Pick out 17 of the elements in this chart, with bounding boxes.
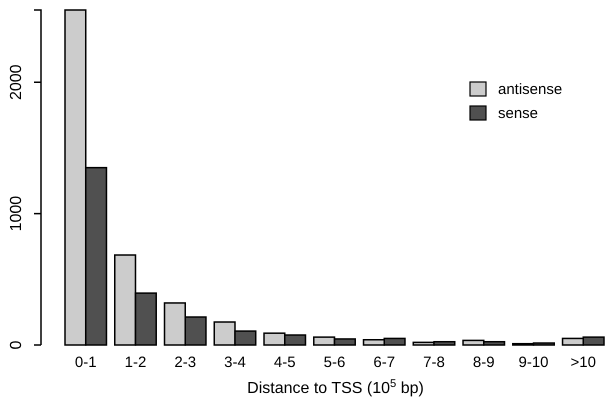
x-tick-label: 5-6 — [324, 354, 346, 371]
x-tick-label: >10 — [570, 354, 596, 371]
legend-label: antisense — [498, 81, 562, 98]
x-tick-label: 6-7 — [373, 354, 396, 371]
y-tick-label: 0 — [8, 340, 25, 350]
x-tick-label: 2-3 — [174, 354, 196, 371]
x-axis-title: Distance to TSS (10$^{5}$ bp) — [247, 378, 424, 397]
y-tick-label: 1000 — [8, 196, 25, 232]
x-tick-label: 3-4 — [224, 354, 246, 371]
x-tick-label: 9-10 — [518, 354, 549, 371]
x-tick-label: 1-2 — [124, 354, 146, 371]
x-tick-label: 7-8 — [423, 354, 445, 371]
x-tick-label: 4-5 — [274, 354, 296, 371]
legend-label: sense — [498, 105, 538, 122]
x-tick-label: 8-9 — [472, 354, 495, 371]
y-tick-label: 2000 — [8, 64, 25, 100]
x-tick-label: 0-1 — [74, 354, 97, 371]
